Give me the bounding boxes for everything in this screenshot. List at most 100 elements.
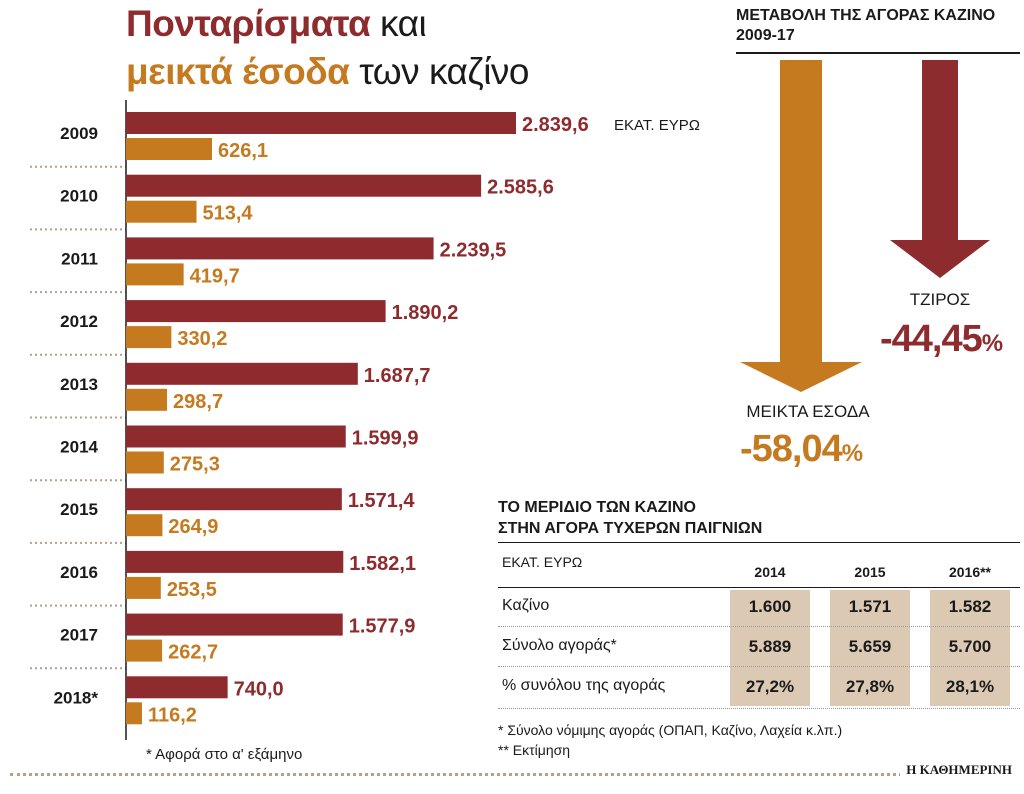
share-table-title: ΤΟ ΜΕΡΙΔΙΟ ΤΩΝ ΚΑΖΙΝΟ ΣΤΗΝ ΑΓΟΡΑ ΤΥΧΕΡΩΝ… xyxy=(498,497,762,539)
cell-casino-2015: 1.571 xyxy=(848,597,892,616)
title-wagers-word: Πονταρίσματα xyxy=(126,3,371,44)
revenue-value-label: 253,5 xyxy=(167,579,217,601)
wagers-bar xyxy=(126,112,516,134)
turnover-arrow-icon xyxy=(890,60,990,278)
year-label: 2015 xyxy=(60,500,98,519)
revenue-bar xyxy=(126,576,161,599)
chart-footnote: * Αφορά στο α' εξάμηνο xyxy=(146,746,303,763)
column-header-2014: 2014 xyxy=(754,564,786,580)
revenue-bar xyxy=(126,702,142,725)
revenue-value-label: 513,4 xyxy=(203,203,254,225)
wagers-bar xyxy=(126,300,386,323)
revenue-value-label: 330,2 xyxy=(177,328,227,350)
turnover-change-number: -44,45 xyxy=(880,318,983,360)
wagers-bar xyxy=(126,425,346,448)
wagers-bar xyxy=(126,362,358,385)
cell-casino-2014: 1.600 xyxy=(748,597,792,616)
column-2014-background xyxy=(730,590,810,706)
revenue-value-label: 419,7 xyxy=(190,265,240,287)
revenue-percent-sign: % xyxy=(841,440,863,467)
chart-title-line-2: μεικτά έσοδα των καζίνο xyxy=(126,50,530,94)
revenue-bar xyxy=(126,138,212,160)
wagers-bar xyxy=(126,613,343,636)
cell-share-2015: 27,8% xyxy=(845,677,895,696)
year-label: 2013 xyxy=(60,375,98,394)
cell-share-2016: 28,1% xyxy=(945,677,995,696)
revenue-label: ΜΕΙΚΤΑ ΕΣΟΔΑ xyxy=(746,402,870,421)
wagers-value-label: 1.577,9 xyxy=(349,616,416,638)
wagers-value-label: 1.890,2 xyxy=(392,302,459,324)
table-header-rule xyxy=(498,587,1020,588)
revenue-change-number: -58,04 xyxy=(740,428,843,470)
wagers-value-label: 1.582,1 xyxy=(349,553,416,575)
year-label: 2014 xyxy=(60,438,98,457)
turnover-percent-sign: % xyxy=(981,330,1003,357)
year-label: 2016 xyxy=(60,563,98,582)
publisher-logo: Η ΚΑΘΗΜΕΡΙΝΗ xyxy=(900,762,1012,778)
cell-casino-2016: 1.582 xyxy=(948,597,992,616)
year-label: 2018* xyxy=(54,688,99,707)
market-change-heading: ΜΕΤΑΒΟΛΗ ΤΗΣ ΑΓΟΡΑΣ ΚΑΖΙΝΟ 2009-17 xyxy=(736,6,1020,54)
title-casinos-word: των καζίνο xyxy=(359,51,530,92)
turnover-change-value: -44,45% xyxy=(880,318,1003,361)
revenue-bar xyxy=(126,263,184,286)
year-label: 2012 xyxy=(60,312,98,331)
row-divider xyxy=(498,626,1020,627)
revenue-bar xyxy=(126,514,163,537)
revenue-change-value: -58,04% xyxy=(740,428,863,471)
cell-share-2014: 27,2% xyxy=(745,677,795,696)
revenue-bar xyxy=(126,451,164,474)
share-title-line-2: ΣΤΗΝ ΑΓΟΡΑ ΤΥΧΕΡΩΝ ΠΑΙΓΝΙΩΝ xyxy=(498,520,763,537)
wagers-bar xyxy=(126,550,344,573)
revenue-value-label: 298,7 xyxy=(173,391,223,413)
revenue-arrow-icon xyxy=(740,60,862,392)
wagers-value-label: 2.585,6 xyxy=(487,177,554,199)
wagers-bar xyxy=(126,174,482,197)
year-label: 2009 xyxy=(60,124,98,143)
column-header-2016: 2016** xyxy=(948,564,992,580)
wagers-value-label: 2.239,5 xyxy=(440,239,507,261)
chart-title-line-1: Πονταρίσματα και xyxy=(126,2,427,46)
cell-total-2016: 5.700 xyxy=(948,637,992,656)
wagers-bar xyxy=(126,676,228,699)
column-2015-background xyxy=(830,590,910,706)
year-label: 2010 xyxy=(60,187,98,206)
year-label: 2011 xyxy=(61,249,98,268)
revenue-bar xyxy=(126,639,163,662)
wagers-bar xyxy=(126,237,434,260)
wagers-value-label: 1.687,7 xyxy=(364,365,431,387)
column-header-2015: 2015 xyxy=(854,564,886,580)
row-divider xyxy=(498,666,1020,667)
revenue-value-label: 264,9 xyxy=(168,516,218,538)
row-label-share-percent: % συνόλου της αγοράς xyxy=(502,677,666,694)
turnover-label: ΤΖΙΡΟΣ xyxy=(909,290,971,309)
bar-chart: 2009 2.839,6 626,1 ΕΚΑΤ. ΕΥΡΩ 2010 2.585,6 513… xyxy=(30,100,700,740)
revenue-bar xyxy=(126,200,197,223)
row-divider xyxy=(498,708,1020,709)
year-label: 2017 xyxy=(60,626,98,645)
wagers-value-label: 1.599,9 xyxy=(352,428,419,450)
table-note-1: * Σύνολο νόμιμης αγοράς (ΟΠΑΠ, Καζίνο, Λ… xyxy=(498,722,843,738)
revenue-bar xyxy=(126,326,172,349)
wagers-value-label: 2.839,6 xyxy=(522,114,589,136)
unit-label: ΕΚΑΤ. ΕΥΡΩ xyxy=(614,117,700,134)
row-label-casino: Καζίνο xyxy=(502,597,550,614)
row-label-total-market: Σύνολο αγοράς* xyxy=(502,637,617,654)
bottom-dotted-rule xyxy=(10,773,1010,776)
wagers-value-label: 740,0 xyxy=(234,678,284,700)
revenue-value-label: 116,2 xyxy=(148,704,197,726)
title-revenue-word: μεικτά έσοδα xyxy=(126,51,350,92)
table-top-rule xyxy=(498,542,1020,543)
wagers-value-label: 1.571,4 xyxy=(348,490,416,512)
cell-total-2014: 5.889 xyxy=(748,637,792,656)
revenue-value-label: 275,3 xyxy=(170,454,220,476)
wagers-bar xyxy=(126,488,342,511)
revenue-value-label: 626,1 xyxy=(218,140,268,162)
table-unit-header: ΕΚΑΤ. ΕΥΡΩ xyxy=(502,554,583,570)
column-2016-background xyxy=(930,590,1010,706)
revenue-value-label: 262,7 xyxy=(168,642,218,664)
table-note-2: ** Εκτίμηση xyxy=(498,742,571,758)
share-title-line-1: ΤΟ ΜΕΡΙΔΙΟ ΤΩΝ ΚΑΖΙΝΟ xyxy=(498,499,696,516)
cell-total-2015: 5.659 xyxy=(848,637,892,656)
